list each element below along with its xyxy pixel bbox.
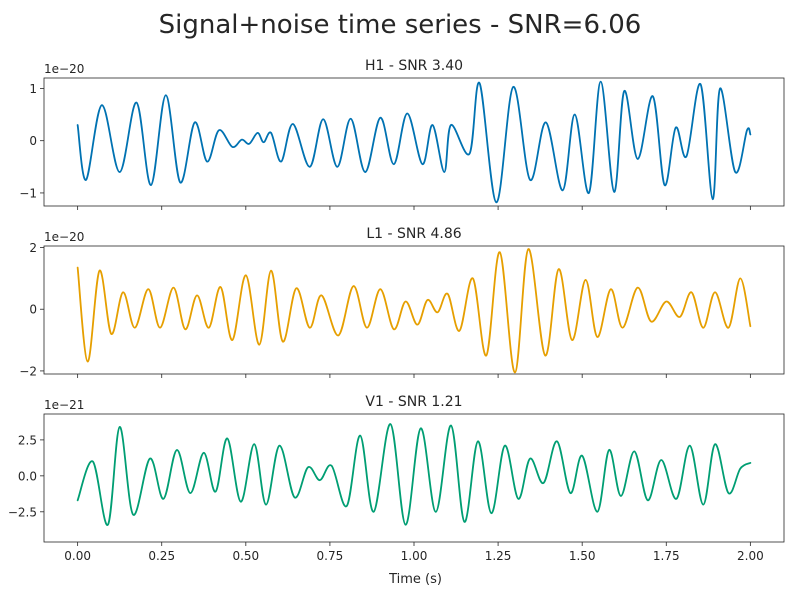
l1-y-tick-label: 0	[29, 303, 37, 317]
v1-x-tick-label: 1.50	[569, 549, 596, 563]
v1-y-tick-label: −2.5	[8, 505, 37, 519]
v1-x-tick-label: 1.75	[653, 549, 680, 563]
h1-y-tick-label: 1	[29, 82, 37, 96]
h1-panel: −1 0 1 1e−20 H1 - SNR 3.40	[19, 58, 785, 210]
v1-scale-label: 1e−21	[44, 398, 84, 412]
v1-y-tick-label: 2.5	[18, 433, 37, 447]
v1-x-tick-label: 0.25	[148, 549, 175, 563]
l1-panel-title: L1 - SNR 4.86	[366, 226, 461, 242]
h1-y-tick-label: −1	[19, 186, 37, 200]
h1-scale-label: 1e−20	[44, 62, 84, 76]
l1-scale-label: 1e−20	[44, 230, 84, 244]
h1-panel-title: H1 - SNR 3.40	[365, 58, 463, 74]
v1-x-tick-label: 1.25	[485, 549, 512, 563]
x-axis-label: Time (s)	[388, 572, 442, 587]
l1-y-tick-label: 2	[29, 241, 37, 255]
v1-y-tick-label: 0.0	[18, 469, 37, 483]
v1-panel-title: V1 - SNR 1.21	[365, 394, 462, 410]
v1-x-tick-label: 2.00	[737, 549, 764, 563]
v1-x-tick-label: 1.00	[401, 549, 428, 563]
v1-series-line	[76, 423, 752, 526]
h1-y-tick-label: 0	[29, 134, 37, 148]
l1-series-line	[76, 248, 752, 374]
v1-x-tick-label: 0.00	[64, 549, 91, 563]
l1-panel: −2 0 2 1e−20 L1 - SNR 4.86	[19, 226, 785, 378]
figure-title: Signal+noise time series - SNR=6.06	[159, 10, 642, 40]
v1-panel: −2.5 0.0 2.5 0.00 0.25 0.50 0.75 1.00 1.25 1.50 1.…	[8, 394, 785, 563]
h1-series-line	[76, 80, 752, 204]
l1-y-tick-label: −2	[19, 364, 37, 378]
v1-x-tick-label: 0.50	[232, 549, 259, 563]
v1-x-tick-label: 0.75	[317, 549, 344, 563]
